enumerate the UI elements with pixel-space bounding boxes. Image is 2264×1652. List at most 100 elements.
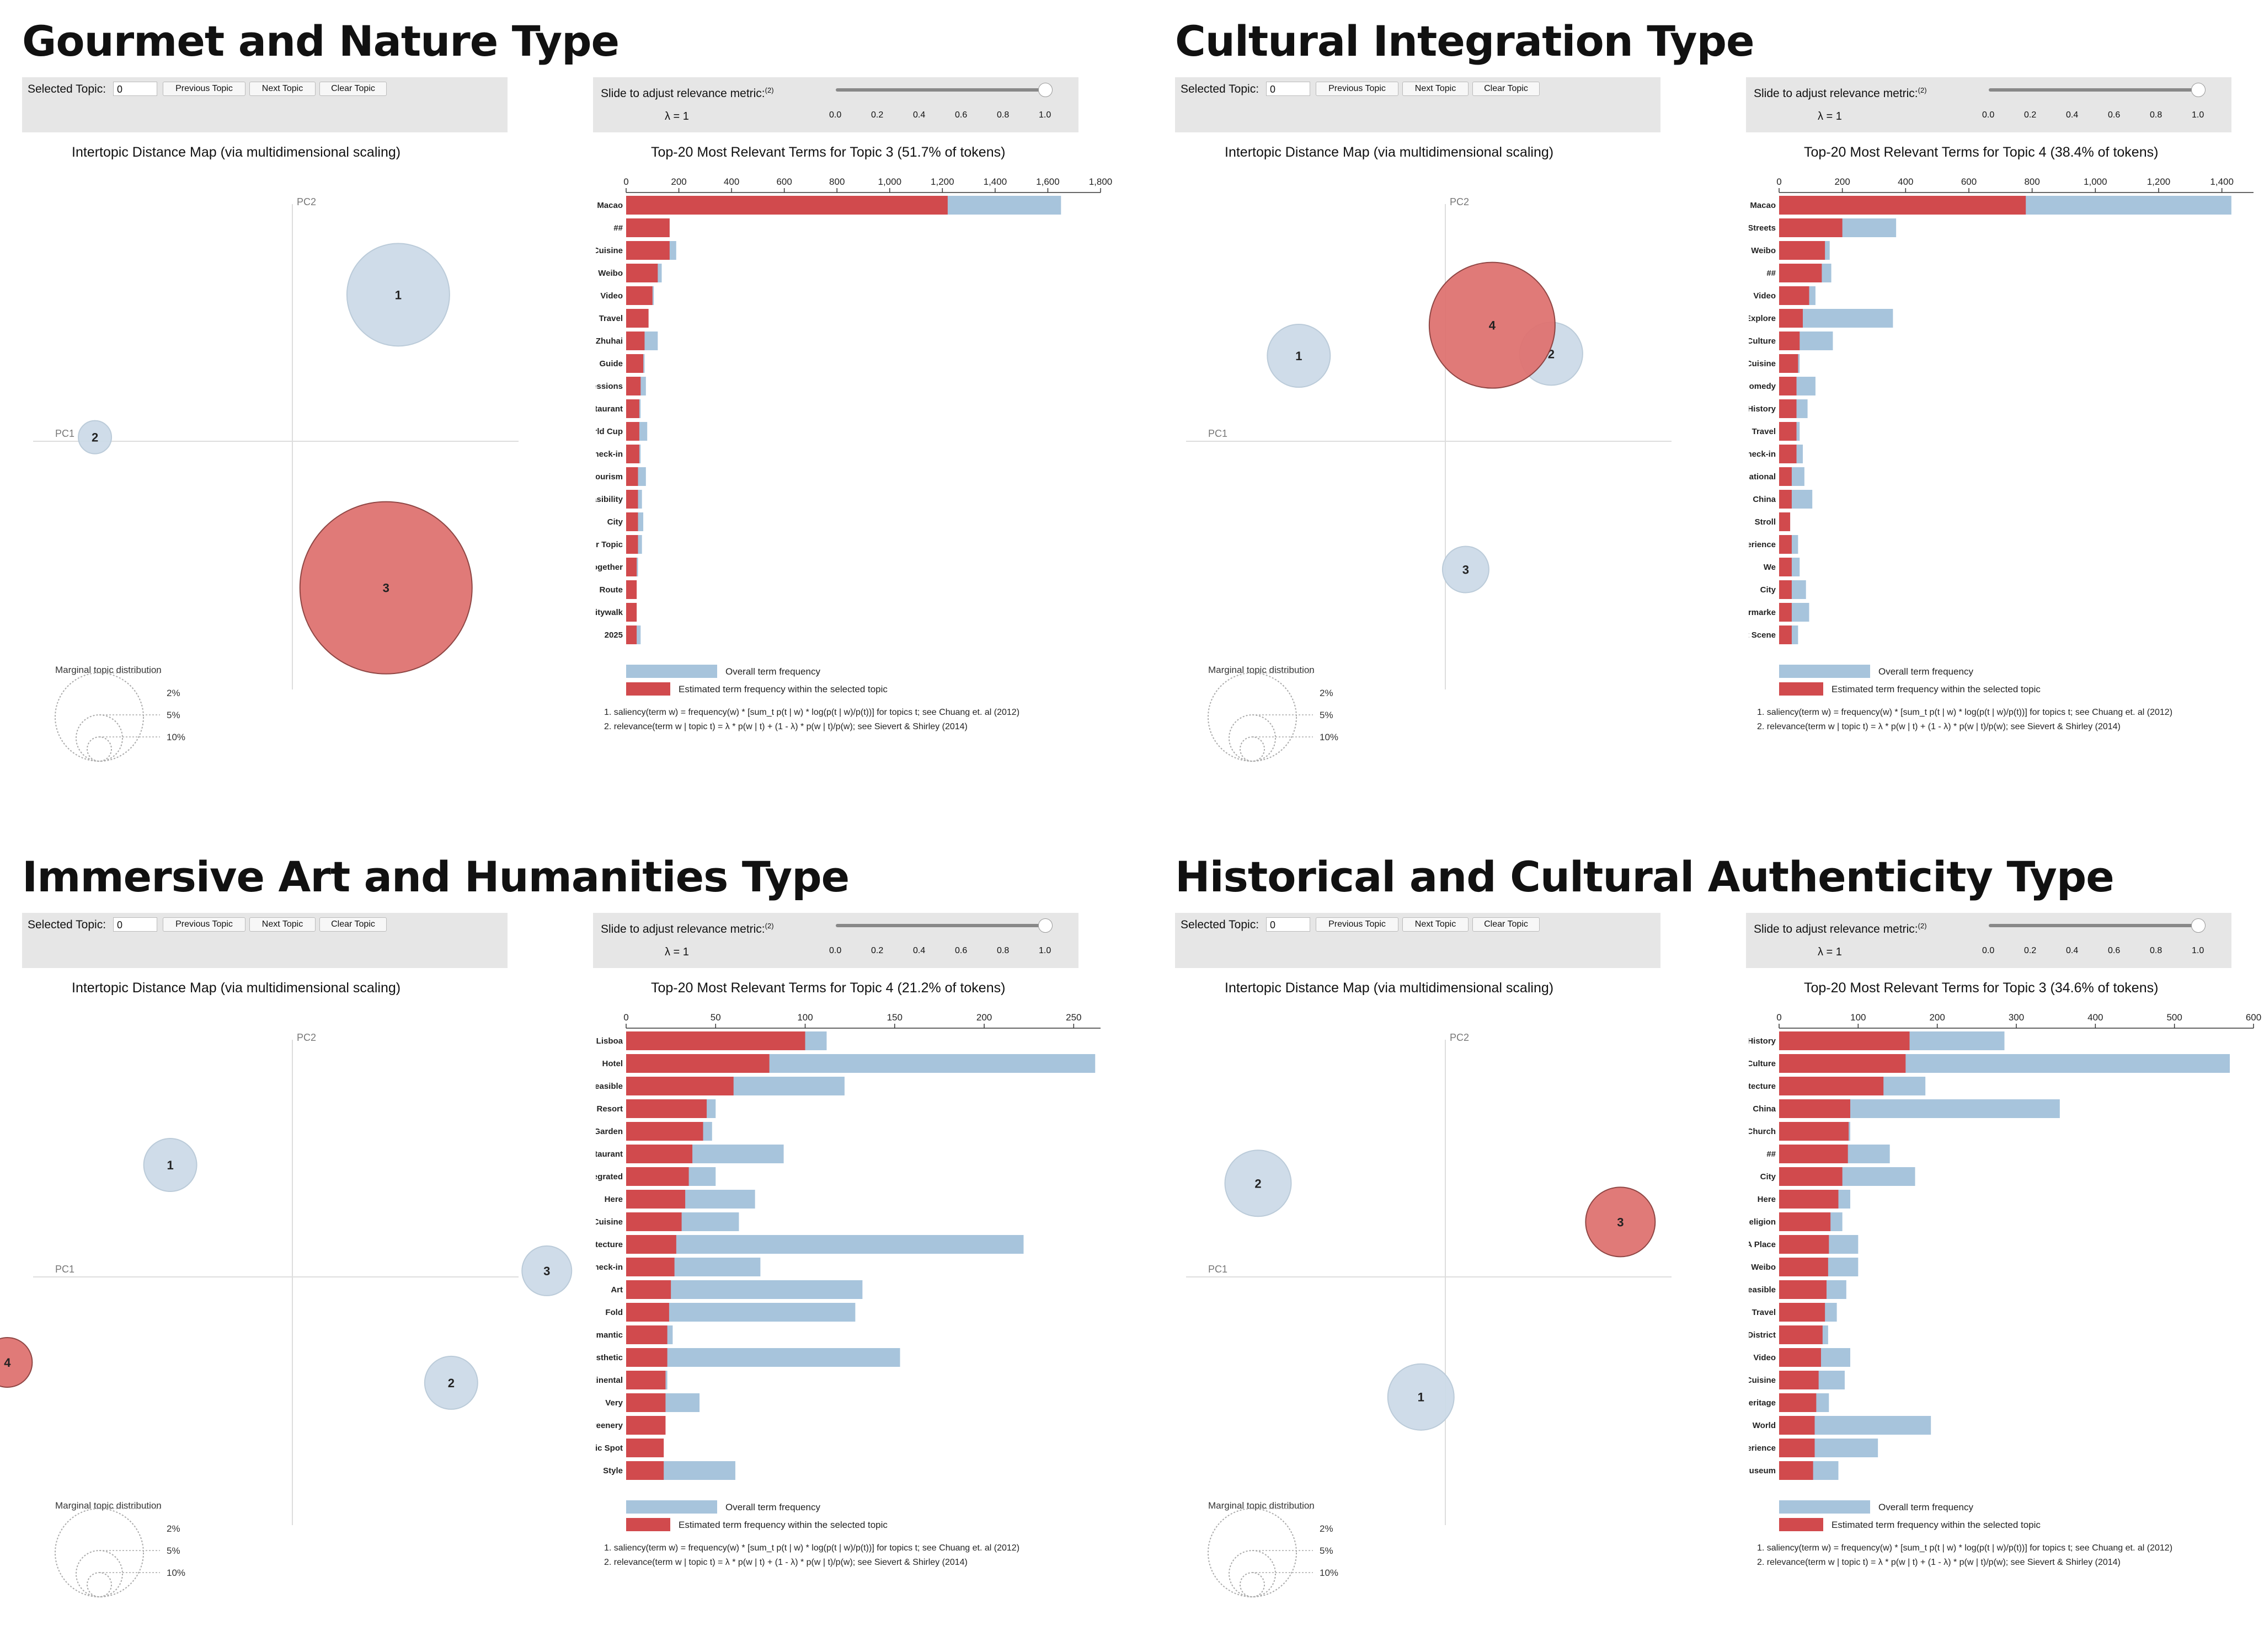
term-label[interactable]: Continental — [596, 1376, 623, 1385]
estimated-frequency-bar[interactable] — [1779, 558, 1792, 576]
estimated-frequency-bar[interactable] — [1779, 1371, 1819, 1389]
estimated-frequency-bar[interactable] — [1779, 1393, 1817, 1412]
term-label[interactable]: Museum — [1749, 1466, 1776, 1475]
estimated-frequency-bar[interactable] — [1779, 264, 1822, 282]
estimated-frequency-bar[interactable] — [626, 1031, 805, 1050]
estimated-frequency-bar[interactable] — [1779, 1416, 1815, 1435]
term-label[interactable]: Garden — [596, 1127, 623, 1136]
estimated-frequency-bar[interactable] — [1779, 1190, 1839, 1209]
estimated-frequency-bar[interactable] — [1779, 1054, 1906, 1073]
estimated-frequency-bar[interactable] — [1779, 309, 1803, 328]
topic-bubble-2[interactable] — [78, 420, 113, 455]
term-label[interactable]: Weibo — [1751, 246, 1776, 255]
relevance-slider-knob[interactable] — [1038, 918, 1053, 933]
next-topic-button[interactable]: Next Topic — [249, 917, 316, 932]
relevance-slider-track[interactable] — [1989, 88, 2198, 92]
term-label[interactable]: City — [1760, 585, 1776, 595]
estimated-frequency-bar[interactable] — [626, 1167, 689, 1186]
relevance-slider-track[interactable] — [836, 88, 1045, 92]
term-label[interactable]: Tourism — [596, 472, 623, 482]
term-label[interactable]: Impressions — [596, 382, 623, 391]
term-label[interactable]: Resort — [596, 1104, 623, 1114]
term-label[interactable]: Macao — [597, 201, 623, 210]
estimated-frequency-bar[interactable] — [626, 1371, 666, 1389]
term-label[interactable]: Travel — [1752, 427, 1776, 436]
topic-bubble-1[interactable] — [1267, 324, 1331, 388]
estimated-frequency-bar[interactable] — [626, 1099, 707, 1118]
term-label[interactable]: ## — [1766, 269, 1776, 278]
term-label[interactable]: World — [1753, 1421, 1776, 1430]
estimated-frequency-bar[interactable] — [626, 1054, 770, 1073]
next-topic-button[interactable]: Next Topic — [249, 82, 316, 96]
estimated-frequency-bar[interactable] — [626, 625, 637, 644]
topic-bubble-4[interactable] — [0, 1336, 33, 1388]
term-label[interactable]: Style — [603, 1466, 623, 1475]
relevance-slider-track[interactable] — [836, 924, 1045, 927]
previous-topic-button[interactable]: Previous Topic — [163, 82, 245, 96]
overall-frequency-bar[interactable] — [626, 1235, 1024, 1254]
relevance-slider-knob[interactable] — [1038, 83, 1053, 97]
estimated-frequency-bar[interactable] — [1779, 1439, 1815, 1457]
term-label[interactable]: Architecture — [1749, 1082, 1776, 1091]
relevance-slider-knob[interactable] — [2191, 83, 2206, 97]
term-label[interactable]: A Place — [1749, 1240, 1776, 1249]
term-label[interactable]: Culture — [1749, 336, 1776, 346]
term-label[interactable]: Cuisine — [596, 1217, 623, 1227]
term-label[interactable]: Urban District — [1749, 1330, 1776, 1340]
estimated-frequency-bar[interactable] — [626, 1122, 703, 1141]
term-label[interactable]: Check-in — [596, 450, 623, 459]
term-label[interactable]: 2025 — [605, 630, 623, 640]
term-label[interactable]: Travel — [599, 314, 623, 323]
term-label[interactable]: Video — [1753, 291, 1776, 301]
term-label[interactable]: Check-in — [1749, 450, 1776, 459]
estimated-frequency-bar[interactable] — [1779, 1325, 1823, 1344]
estimated-frequency-bar[interactable] — [626, 512, 638, 531]
topic-bubble-2[interactable] — [1224, 1150, 1292, 1217]
next-topic-button[interactable]: Next Topic — [1402, 82, 1469, 96]
estimated-frequency-bar[interactable] — [626, 309, 649, 328]
estimated-frequency-bar[interactable] — [626, 1439, 664, 1457]
term-label[interactable]: Macao — [1750, 201, 1776, 210]
estimated-frequency-bar[interactable] — [1779, 1031, 1910, 1050]
term-label[interactable]: Feasible — [1749, 1285, 1776, 1295]
estimated-frequency-bar[interactable] — [626, 241, 670, 260]
estimated-frequency-bar[interactable] — [626, 1258, 675, 1276]
clear-topic-button[interactable]: Clear Topic — [1472, 82, 1540, 96]
estimated-frequency-bar[interactable] — [626, 603, 637, 622]
topic-input[interactable]: 0 — [113, 917, 157, 932]
term-label[interactable]: Cuisine — [1749, 359, 1776, 368]
term-label[interactable]: Restaurant — [596, 404, 623, 414]
estimated-frequency-bar[interactable] — [626, 264, 658, 282]
topic-bubble-1[interactable] — [346, 243, 450, 347]
estimated-frequency-bar[interactable] — [626, 1212, 682, 1231]
term-label[interactable]: Restaurant — [596, 1150, 623, 1159]
estimated-frequency-bar[interactable] — [1779, 1258, 1828, 1276]
term-label[interactable]: Cultural Heritage — [1749, 1398, 1776, 1408]
topic-bubble-3[interactable] — [1585, 1186, 1656, 1258]
topic-bubble-3[interactable] — [299, 501, 473, 675]
term-label[interactable]: Explore — [1749, 314, 1776, 323]
term-label[interactable]: Together — [596, 563, 623, 572]
relevance-slider-knob[interactable] — [2191, 918, 2206, 933]
term-label[interactable]: Check-in — [596, 1263, 623, 1272]
term-label[interactable]: Video — [600, 291, 623, 301]
estimated-frequency-bar[interactable] — [626, 467, 638, 486]
estimated-frequency-bar[interactable] — [1779, 218, 1843, 237]
term-label[interactable]: Hotel — [602, 1059, 623, 1068]
term-label[interactable]: We — [1764, 563, 1776, 572]
topic-bubble-4[interactable] — [1428, 261, 1556, 389]
term-label[interactable]: City — [607, 517, 623, 527]
estimated-frequency-bar[interactable] — [1779, 625, 1792, 644]
estimated-frequency-bar[interactable] — [626, 1077, 734, 1095]
term-label[interactable]: Weibo — [598, 269, 623, 278]
estimated-frequency-bar[interactable] — [1779, 422, 1797, 441]
term-label[interactable]: Route — [600, 585, 623, 595]
term-label[interactable]: Feasibility — [596, 495, 623, 504]
term-label[interactable]: Experience — [1749, 540, 1776, 549]
term-label[interactable]: Romantic — [596, 1330, 623, 1340]
estimated-frequency-bar[interactable] — [1779, 196, 2026, 215]
term-label[interactable]: Citywalk — [596, 608, 623, 617]
estimated-frequency-bar[interactable] — [1779, 580, 1792, 599]
term-label[interactable]: Street Scene — [1749, 630, 1776, 640]
topic-bubble-2[interactable] — [424, 1355, 478, 1410]
